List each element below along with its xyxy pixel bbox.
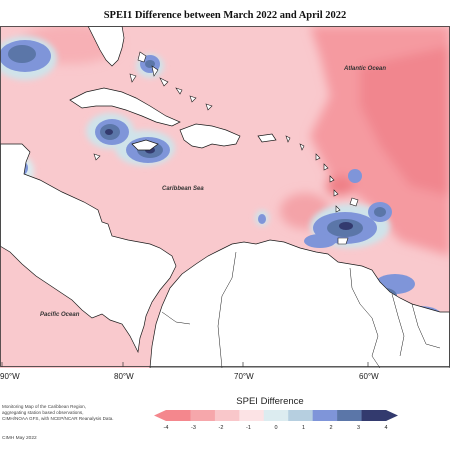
- small-islands: [93, 51, 359, 245]
- legend-tick-label: -1: [246, 425, 251, 431]
- lon-label-80w: 80°W: [114, 372, 134, 381]
- legend-color-cell: [166, 410, 191, 421]
- legend-color-cell: [337, 410, 362, 421]
- map-title: SPEI1 Difference between March 2022 and …: [103, 10, 347, 21]
- credit-line: Monitoring Map of the Caribbean Region,: [2, 404, 87, 409]
- puerto-rico-land: [257, 133, 277, 143]
- legend-color-cell: [239, 410, 265, 421]
- legend-colorbar: -4 -3 -2 -1 0 1 2 3 4: [154, 410, 398, 431]
- legend-tick-label: 1: [302, 425, 305, 431]
- credits: Monitoring Map of the Caribbean Region, …: [2, 404, 142, 422]
- legend-color-cell: [361, 410, 387, 421]
- production-stamp: CIMH May 2022: [2, 436, 37, 441]
- central-america-land: [0, 143, 177, 354]
- lon-label-70w: 70°W: [234, 372, 254, 381]
- credit-line: aggregating station based observations,: [2, 410, 84, 415]
- legend-color-cell: [214, 410, 240, 421]
- credit-line: CIMH/NOAA GFS, with NCEP/NCAR Reanalysis…: [2, 416, 114, 421]
- atlantic-ocean-label: Atlantic Ocean: [343, 66, 386, 72]
- caribbean-sea-label: Caribbean Sea: [162, 186, 204, 192]
- hispaniola-land: [179, 123, 241, 149]
- lon-label-60w: 60°W: [359, 372, 379, 381]
- legend-tick-label: 3: [357, 425, 360, 431]
- lon-label-90w: 90°W: [0, 372, 20, 381]
- south-america-land: [149, 239, 450, 368]
- pacific-ocean-label: Pacific Ocean: [40, 312, 80, 318]
- south-america-borders: [161, 251, 441, 368]
- legend-color-cell: [263, 410, 289, 421]
- cuba-land: [69, 87, 181, 127]
- legend-title: SPEI Difference: [236, 396, 304, 407]
- legend-color-cell: [312, 410, 338, 421]
- legend-tick-label: -3: [191, 425, 196, 431]
- legend-arrow-low: [154, 410, 166, 421]
- legend-tick-label: 2: [329, 425, 332, 431]
- spei-map: Atlantic Ocean Caribbean Sea Pacific Oce…: [0, 26, 450, 368]
- legend-color-cell: [190, 410, 216, 421]
- legend-tick-label: 4: [384, 425, 387, 431]
- legend-arrow-high: [386, 410, 398, 421]
- legend-tick-label: 0: [274, 425, 277, 431]
- legend-color-cell: [288, 410, 313, 421]
- jamaica-land: [131, 139, 159, 151]
- legend-tick-label: -4: [164, 425, 169, 431]
- legend-tick-label: -2: [219, 425, 224, 431]
- florida-land: [87, 26, 125, 67]
